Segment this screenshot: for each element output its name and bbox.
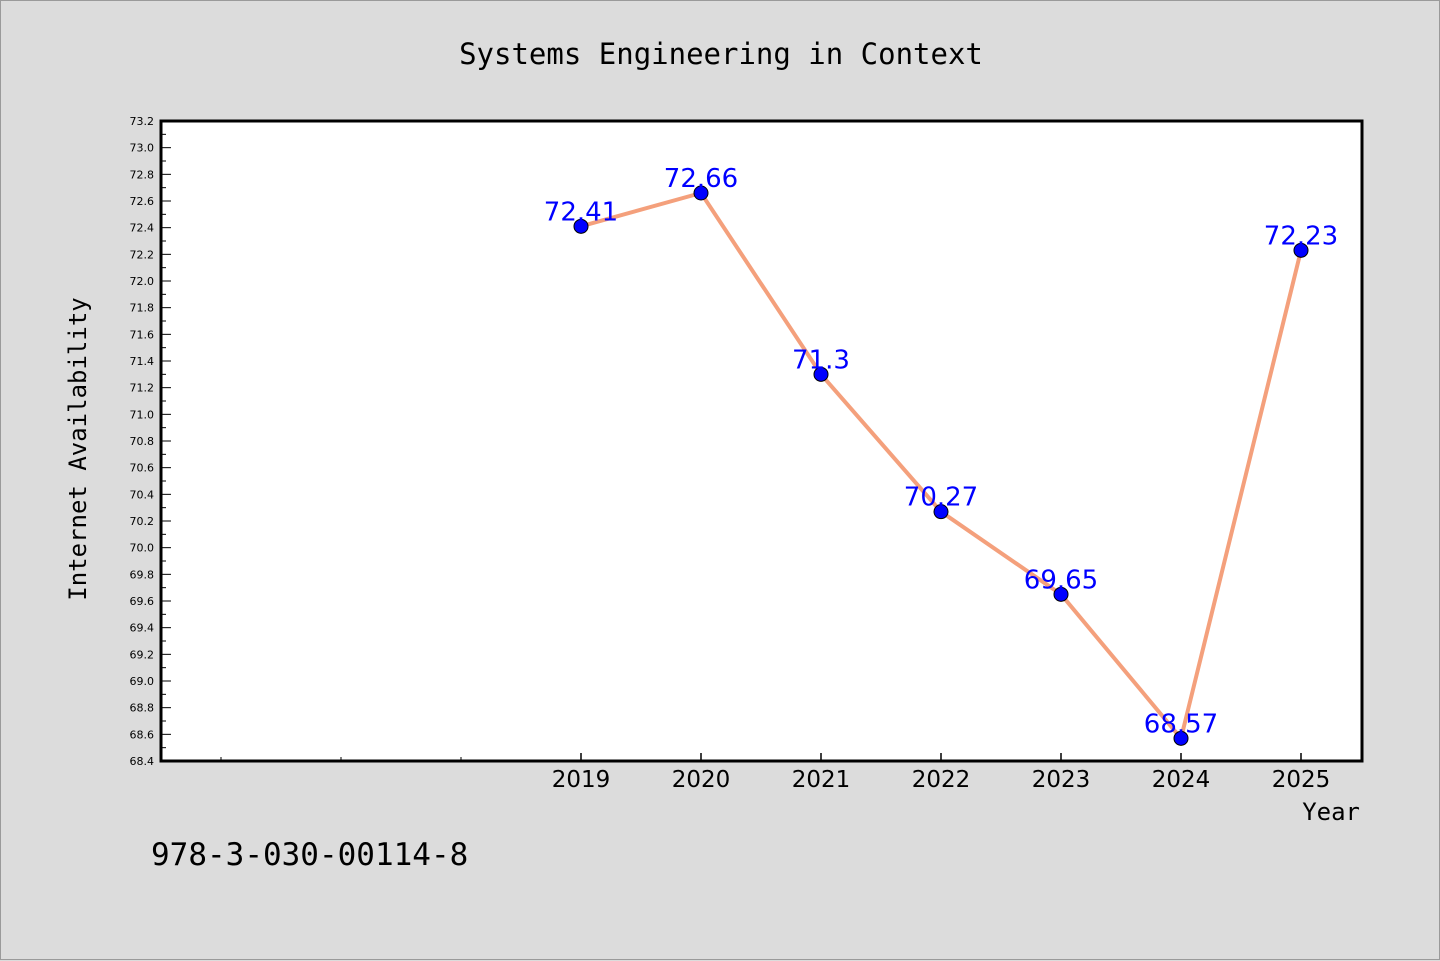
data-label: 72.41 [544,197,618,227]
y-tick-label: 68.8 [130,702,155,715]
x-tick-label: 2023 [1032,767,1091,793]
y-tick-label: 72.0 [130,275,155,288]
data-label: 72.23 [1264,221,1338,251]
x-tick-label: 2022 [912,767,971,793]
y-tick-label: 69.6 [130,595,155,608]
y-tick-label: 69.4 [130,622,155,635]
data-label: 71.3 [792,345,850,375]
y-tick-label: 68.4 [130,755,155,768]
y-tick-label: 70.2 [130,515,155,528]
data-point [933,504,949,520]
y-tick-label: 69.0 [130,675,155,688]
y-axis-ticks: 68.4 68.6 68.8 69.0 69.2 69.4 69.6 69.8 70.0 70.2… [130,115,171,768]
y-tick-label: 70.4 [130,488,155,501]
data-label: 69.65 [1024,565,1098,595]
series-group: 72.41 72.66 71.3 70.27 69.65 68.57 72.23 [544,164,1338,746]
chart-title: Systems Engineering in Context [459,37,983,71]
y-tick-label: 71.8 [130,302,155,315]
y-tick-label: 73.2 [130,115,155,128]
y-tick-label: 71.2 [130,382,155,395]
x-tick-label: 2024 [1152,767,1211,793]
y-tick-label: 73.0 [130,142,155,155]
y-tick-label: 70.0 [130,542,155,555]
y-tick-label: 70.6 [130,462,155,475]
data-point [813,366,829,382]
y-tick-label: 70.8 [130,435,155,448]
y-tick-label: 72.4 [130,222,155,235]
y-tick-label: 69.2 [130,648,155,661]
data-point [1293,242,1309,258]
x-tick-label: 2021 [792,767,851,793]
x-axis-ticks: 2019 2020 2021 2022 2023 2024 2025 [220,753,1331,793]
y-tick-label: 69.8 [130,568,155,581]
y-tick-label: 71.4 [130,355,155,368]
data-point [1053,586,1069,602]
data-point [573,218,589,234]
x-tick-label: 2020 [672,767,731,793]
y-axis-label: Internet Availability [64,297,92,600]
isbn-text: 978-3-030-00114-8 [151,837,468,873]
data-point [693,185,709,201]
plot-area [161,121,1362,761]
y-tick-label: 72.6 [130,195,155,208]
data-label: 68.57 [1144,709,1218,739]
y-tick-label: 72.2 [130,248,155,261]
y-tick-label: 72.8 [130,168,155,181]
y-tick-label: 71.0 [130,408,155,421]
data-point [1173,730,1189,746]
y-tick-label: 68.6 [130,728,155,741]
plot-border [159,119,1364,763]
y-tick-label: 71.6 [130,328,155,341]
data-label: 72.66 [664,164,738,194]
x-tick-label: 2025 [1272,767,1331,793]
data-label: 70.27 [904,483,978,513]
x-tick-label: 2019 [552,767,611,793]
x-axis-label: Year [1302,798,1360,826]
